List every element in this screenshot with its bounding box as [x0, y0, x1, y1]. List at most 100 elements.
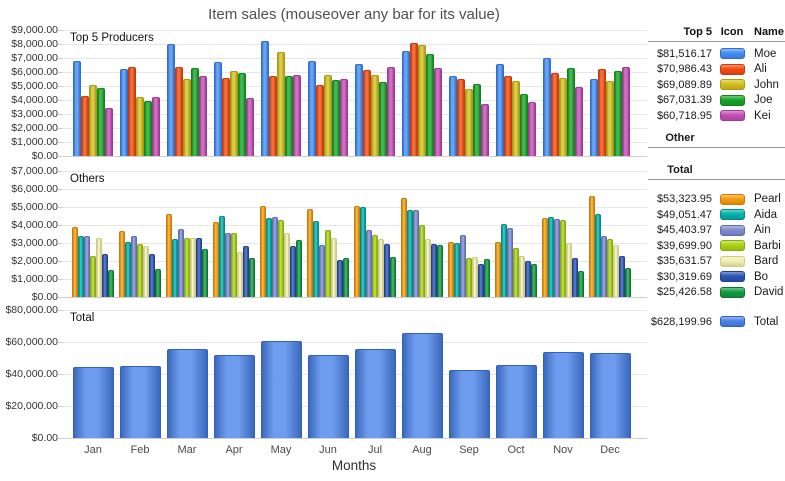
bar-kei-mar[interactable] [199, 76, 207, 156]
bar-barbi-dec[interactable] [607, 239, 613, 297]
bar-barbi-mar[interactable] [184, 238, 190, 297]
bar-moe-apr[interactable] [214, 62, 222, 156]
bar-ain-aug[interactable] [413, 210, 419, 297]
bar-john-jul[interactable] [371, 75, 379, 156]
bar-joe-dec[interactable] [614, 71, 622, 156]
bar-pearl-may[interactable] [260, 206, 266, 297]
bar-ain-sep[interactable] [460, 235, 466, 297]
bar-bo-jan[interactable] [102, 254, 108, 297]
bar-moe-feb[interactable] [120, 69, 128, 156]
bar-david-jun[interactable] [343, 258, 349, 297]
bar-ain-apr[interactable] [225, 233, 231, 297]
bar-joe-may[interactable] [285, 76, 293, 156]
bar-bo-mar[interactable] [196, 238, 202, 297]
bar-barbi-sep[interactable] [466, 258, 472, 297]
bar-kei-nov[interactable] [575, 87, 583, 156]
bar-joe-sep[interactable] [473, 84, 481, 156]
bar-ain-mar[interactable] [178, 229, 184, 297]
bar-joe-jul[interactable] [379, 82, 387, 156]
bar-moe-may[interactable] [261, 41, 269, 156]
bar-ali-feb[interactable] [128, 67, 136, 156]
bar-david-aug[interactable] [437, 245, 443, 297]
bar-ali-nov[interactable] [551, 73, 559, 156]
bar-joe-apr[interactable] [238, 73, 246, 156]
bar-aida-apr[interactable] [219, 216, 225, 297]
bar-bard-aug[interactable] [425, 239, 431, 297]
bar-bard-dec[interactable] [613, 245, 619, 297]
bar-bo-jun[interactable] [337, 260, 343, 297]
bar-moe-oct[interactable] [496, 64, 504, 156]
bar-pearl-apr[interactable] [213, 222, 219, 297]
bar-david-sep[interactable] [484, 259, 490, 297]
bar-kei-sep[interactable] [481, 104, 489, 156]
bar-david-mar[interactable] [202, 249, 208, 297]
bar-john-oct[interactable] [512, 81, 520, 156]
bar-bard-may[interactable] [284, 233, 290, 297]
bar-david-dec[interactable] [625, 268, 631, 297]
bar-aida-mar[interactable] [172, 239, 178, 297]
bar-total-dec[interactable] [589, 353, 631, 438]
bar-david-may[interactable] [296, 240, 302, 297]
bar-barbi-jan[interactable] [90, 256, 96, 297]
bar-ali-jan[interactable] [81, 96, 89, 156]
bar-aida-feb[interactable] [125, 242, 131, 297]
bar-pearl-dec[interactable] [589, 196, 595, 297]
bar-bard-sep[interactable] [472, 257, 478, 297]
bar-moe-mar[interactable] [167, 44, 175, 156]
bar-barbi-oct[interactable] [513, 248, 519, 297]
bar-bard-jul[interactable] [378, 239, 384, 297]
bar-bo-dec[interactable] [619, 256, 625, 297]
bar-kei-jun[interactable] [340, 79, 348, 156]
bar-total-feb[interactable] [119, 366, 161, 438]
bar-ali-sep[interactable] [457, 79, 465, 156]
bar-kei-feb[interactable] [152, 97, 160, 156]
bar-pearl-jul[interactable] [354, 206, 360, 297]
bar-bo-sep[interactable] [478, 264, 484, 297]
bar-total-mar[interactable] [166, 349, 208, 438]
bar-ain-may[interactable] [272, 217, 278, 297]
bar-david-jan[interactable] [108, 270, 114, 297]
bar-ain-dec[interactable] [601, 236, 607, 297]
bar-aida-oct[interactable] [501, 224, 507, 297]
bar-john-feb[interactable] [136, 97, 144, 156]
bar-bo-oct[interactable] [525, 261, 531, 297]
bar-ain-nov[interactable] [554, 219, 560, 297]
bar-john-jan[interactable] [89, 85, 97, 156]
bar-moe-dec[interactable] [590, 79, 598, 156]
bar-aida-nov[interactable] [548, 217, 554, 297]
bar-ain-oct[interactable] [507, 228, 513, 297]
bar-bo-feb[interactable] [149, 254, 155, 297]
bar-john-jun[interactable] [324, 75, 332, 156]
bar-joe-nov[interactable] [567, 68, 575, 156]
bar-barbi-may[interactable] [278, 220, 284, 297]
bar-ain-jan[interactable] [84, 236, 90, 297]
bar-david-feb[interactable] [155, 269, 161, 297]
bar-ali-may[interactable] [269, 76, 277, 156]
bar-moe-jul[interactable] [355, 64, 363, 156]
bar-bard-jun[interactable] [331, 238, 337, 297]
bar-moe-sep[interactable] [449, 76, 457, 156]
bar-aida-aug[interactable] [407, 210, 413, 297]
bar-moe-jun[interactable] [308, 61, 316, 156]
bar-bo-jul[interactable] [384, 244, 390, 297]
bar-total-nov[interactable] [542, 352, 584, 438]
bar-bo-apr[interactable] [243, 246, 249, 297]
bar-total-sep[interactable] [448, 370, 490, 438]
bar-pearl-jun[interactable] [307, 209, 313, 297]
bar-ali-oct[interactable] [504, 76, 512, 156]
bar-total-aug[interactable] [401, 333, 443, 438]
bar-pearl-aug[interactable] [401, 198, 407, 297]
bar-ali-jul[interactable] [363, 70, 371, 156]
bar-barbi-jul[interactable] [372, 235, 378, 297]
bar-joe-aug[interactable] [426, 54, 434, 156]
bar-moe-jan[interactable] [73, 61, 81, 156]
bar-bard-apr[interactable] [237, 252, 243, 297]
bar-barbi-jun[interactable] [325, 230, 331, 297]
bar-total-apr[interactable] [213, 355, 255, 438]
bar-pearl-oct[interactable] [495, 242, 501, 297]
bar-david-nov[interactable] [578, 271, 584, 297]
bar-kei-dec[interactable] [622, 67, 630, 156]
bar-total-jul[interactable] [354, 349, 396, 438]
bar-ali-mar[interactable] [175, 67, 183, 156]
bar-barbi-aug[interactable] [419, 225, 425, 297]
